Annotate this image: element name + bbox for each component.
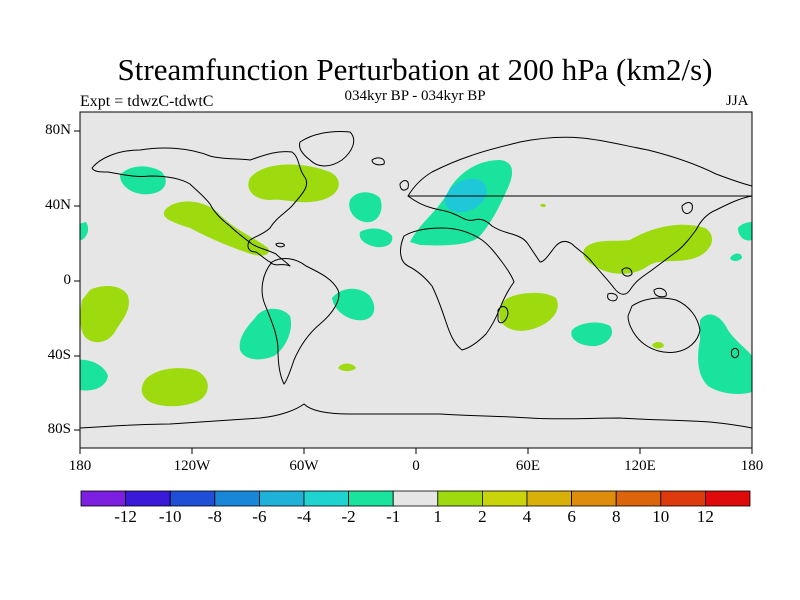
colorbar-label: 12 [696, 507, 714, 526]
colorbar-label: 4 [522, 507, 532, 526]
map-title: Streamfunction Perturbation at 200 hPa (… [117, 52, 713, 87]
lat-label-80n: 80N [45, 122, 71, 138]
lon-label-0: 0 [412, 458, 420, 474]
lat-label-40n: 40N [45, 197, 71, 213]
coastlines [80, 131, 752, 429]
colorbar-box-2 [169, 490, 216, 507]
colorbar-box-14 [705, 490, 751, 507]
colorbar-label: -2 [341, 507, 356, 526]
colorbar-label: -10 [158, 507, 182, 526]
colorbar-label: -8 [207, 507, 222, 526]
colorbar-label: 1 [433, 507, 443, 526]
colorbar-box-12 [615, 490, 662, 507]
colorbar-box-10 [526, 490, 572, 507]
axis-ticks [74, 130, 753, 454]
contour-fields [80, 131, 752, 429]
colorbar-box-0 [80, 490, 126, 507]
lon-label-120e: 120E [624, 458, 656, 474]
season-label: JJA [726, 93, 749, 109]
colorbar-box-4 [258, 490, 305, 507]
colorbar-box-9 [481, 490, 528, 507]
colorbar-box-7 [392, 490, 439, 507]
lat-label-eq: 0 [63, 272, 72, 288]
colorbar-box-3 [214, 490, 260, 507]
lon-label-60w: 60W [289, 458, 319, 474]
colorbar-label: -12 [114, 507, 137, 526]
colorbar-box-1 [125, 490, 171, 507]
colorbar-box-6 [348, 490, 394, 507]
colorbar-box-13 [660, 490, 706, 507]
experiment-label: Expt = tdwzC-tdwtC [80, 93, 214, 110]
lat-label-80s: 80S [47, 421, 71, 437]
colorbar-box-11 [571, 490, 617, 507]
colorbar-label: 6 [567, 507, 576, 526]
colorbar-label: -1 [386, 507, 401, 526]
colorbar-label: -4 [296, 507, 312, 526]
lat-label-40s: 40S [47, 347, 71, 363]
colorbar-label: 8 [611, 507, 621, 526]
colorbar-box-5 [303, 490, 349, 507]
lon-label-180-left: 180 [68, 458, 92, 474]
colorbar-box-8 [437, 490, 483, 507]
colorbar-label: 10 [652, 507, 670, 526]
colorbar-label: 2 [478, 507, 487, 526]
lon-label-60e: 60E [515, 458, 541, 474]
lon-label-120w: 120W [173, 458, 211, 474]
lon-label-180-right: 180 [740, 458, 764, 474]
colorbar-label: -6 [252, 507, 267, 526]
period-subtitle: 034kyr BP - 034kyr BP [344, 88, 486, 104]
